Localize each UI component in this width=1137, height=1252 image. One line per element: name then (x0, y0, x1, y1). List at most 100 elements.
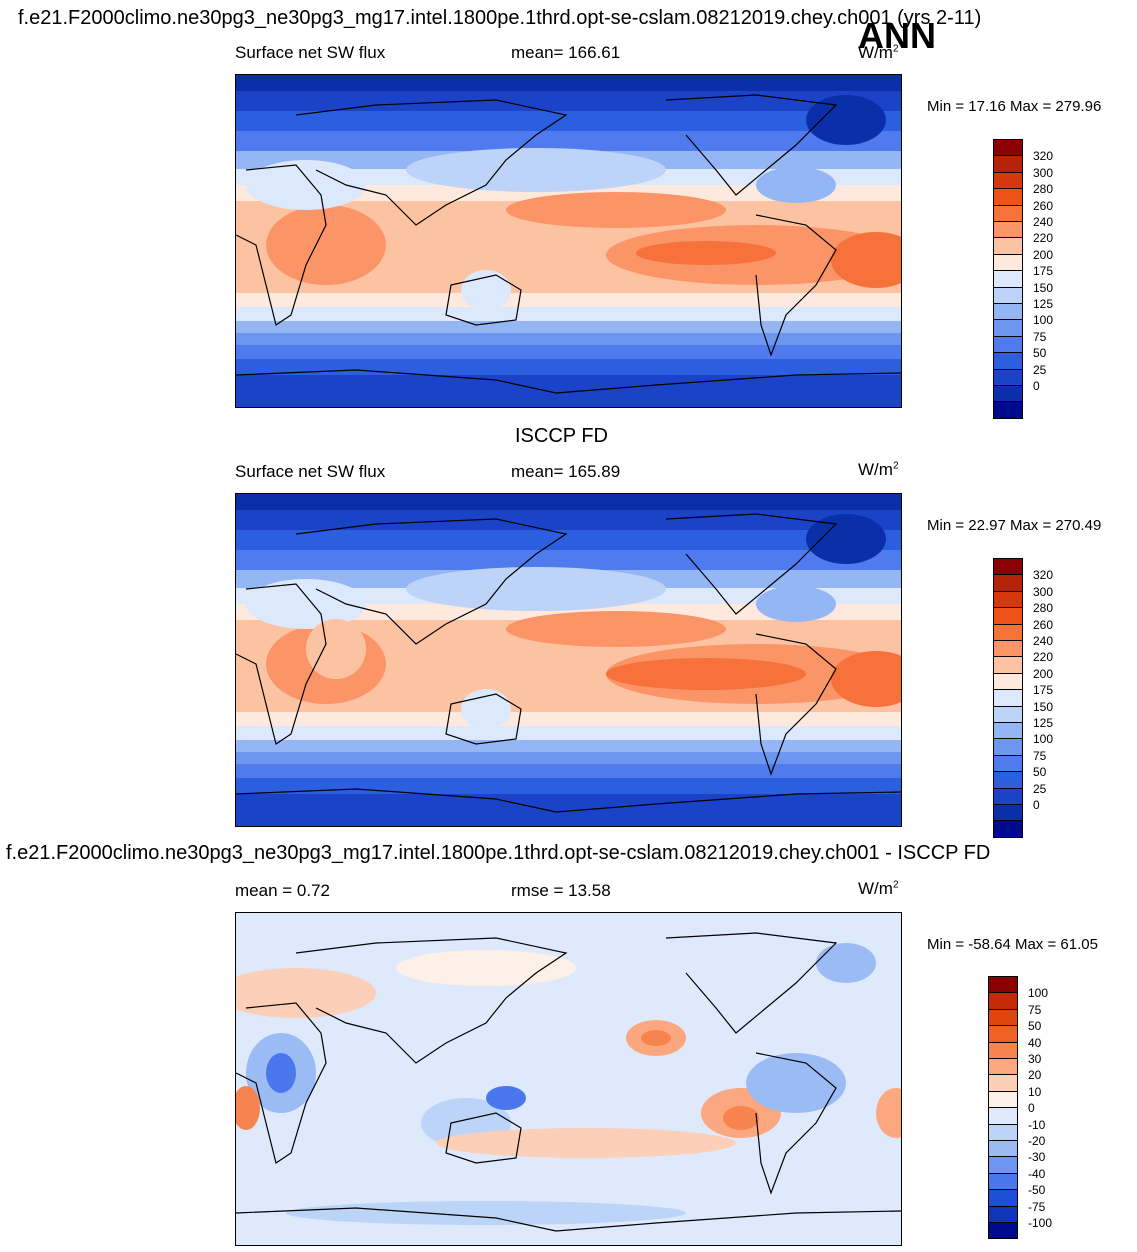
colorbar-tick-label: 50 (1033, 346, 1047, 361)
colorbar-swatch (993, 270, 1023, 288)
coastline (236, 369, 901, 394)
contour-band (236, 345, 901, 359)
colorbar-swatch (993, 352, 1023, 370)
coastline (236, 788, 901, 813)
contour-band (236, 712, 901, 726)
colorbar-swatch (988, 1041, 1018, 1059)
contour-blob (266, 205, 386, 285)
panel2-section-title: ISCCP FD (515, 425, 608, 447)
contour-band (236, 321, 901, 333)
coastline (665, 932, 838, 1034)
contour-blob (486, 1086, 526, 1110)
panel1-minmax: Min = 17.16 Max = 279.96 (927, 98, 1102, 115)
colorbar-swatch (993, 574, 1023, 592)
colorbar-swatch (993, 319, 1023, 337)
colorbar-swatch (988, 1008, 1018, 1027)
contour-blob (816, 943, 876, 983)
colorbar-swatch (993, 607, 1023, 625)
colorbar-tick-label: 240 (1033, 215, 1054, 229)
contour-blob (246, 160, 366, 210)
coastline (295, 937, 568, 1064)
colorbar-tick-label: 25 (1033, 781, 1047, 796)
colorbar-swatch (993, 804, 1023, 822)
colorbar-swatch (993, 820, 1023, 838)
contour-band (236, 764, 901, 778)
colorbar-tick-label: 50 (1028, 1019, 1042, 1034)
colorbar-tick-label: 280 (1033, 182, 1054, 197)
colorbar-swatch (988, 1222, 1018, 1240)
colorbar-swatch (993, 286, 1023, 304)
coastline (665, 513, 838, 615)
panel3-mean-label: mean = 0.72 (235, 881, 330, 900)
contour-blob (246, 579, 366, 629)
contour-blob (461, 689, 511, 729)
coastline (445, 693, 522, 745)
colorbar-swatch (993, 656, 1023, 674)
colorbar-swatch (993, 787, 1023, 805)
contour-blob (506, 192, 726, 228)
panel2-contour-field (236, 494, 901, 826)
colorbar-swatch (993, 623, 1023, 641)
panel1-mean-label: mean= 166.61 (511, 43, 621, 62)
contour-blob (506, 611, 726, 647)
contour-blob (831, 232, 901, 288)
colorbar-swatch (993, 303, 1023, 321)
coastline (665, 94, 838, 196)
contour-band (236, 530, 901, 550)
contour-blob (266, 1053, 296, 1093)
contour-band (236, 131, 901, 151)
coastline (295, 99, 568, 226)
colorbar-swatch (993, 558, 1023, 576)
coastline (445, 274, 522, 326)
colorbar-tick-label: 320 (1033, 568, 1054, 583)
contour-band (236, 604, 901, 620)
contour-blob (876, 1088, 901, 1138)
colorbar-swatch (993, 689, 1023, 707)
coastline (236, 164, 327, 326)
contour-blob (406, 148, 666, 192)
season-label: ANN (858, 15, 936, 56)
contour-blob (806, 95, 886, 145)
contour-band (236, 794, 901, 826)
colorbar-swatch (993, 590, 1023, 609)
contour-blob (756, 586, 836, 622)
colorbar-tick-label: -50 (1028, 1183, 1046, 1198)
colorbar-tick-label: 300 (1033, 165, 1054, 180)
colorbar-tick-label: -20 (1028, 1134, 1046, 1148)
figure-title: f.e21.F2000climo.ne30pg3_ne30pg3_mg17.in… (18, 7, 982, 29)
colorbar-tick-label: 75 (1033, 329, 1047, 344)
coastline (236, 1207, 901, 1232)
colorbar-tick-label: 240 (1033, 634, 1054, 648)
contour-blob (461, 270, 511, 310)
colorbar-swatch (988, 1205, 1018, 1223)
contour-band (236, 740, 901, 752)
colorbar-tick-label: 100 (1028, 986, 1049, 1001)
panel3-section-title: f.e21.F2000climo.ne30pg3_ne30pg3_mg17.in… (6, 842, 991, 864)
contour-band (236, 726, 901, 740)
colorbar-swatch (993, 672, 1023, 691)
colorbar-swatch (988, 1140, 1018, 1158)
coastline (236, 583, 327, 745)
colorbar-swatch (993, 139, 1023, 157)
colorbar-swatch (993, 221, 1023, 239)
colorbar-swatch (993, 204, 1023, 222)
contour-blob (746, 1053, 846, 1113)
colorbar-swatch (988, 1172, 1018, 1191)
coastline (755, 214, 837, 357)
colorbar-swatch (993, 188, 1023, 206)
panel2-mean-label: mean= 165.89 (511, 462, 621, 481)
coastline (236, 1002, 327, 1164)
contour-band (236, 550, 901, 570)
colorbar-swatch (993, 754, 1023, 773)
contour-band (236, 293, 901, 307)
contour-blob (436, 1128, 736, 1158)
colorbar-tick-label: 40 (1028, 1035, 1042, 1050)
panel3-contour-field (236, 932, 901, 1232)
panel2-unit-label: W/m2 (858, 460, 899, 479)
colorbar-swatch (993, 640, 1023, 658)
colorbar-tick-label: 125 (1033, 297, 1054, 311)
colorbar-swatch (988, 1074, 1018, 1092)
panel1-unit-label: W/m2 (858, 43, 899, 62)
colorbar-swatch (993, 171, 1023, 190)
colorbar-swatch (993, 771, 1023, 789)
